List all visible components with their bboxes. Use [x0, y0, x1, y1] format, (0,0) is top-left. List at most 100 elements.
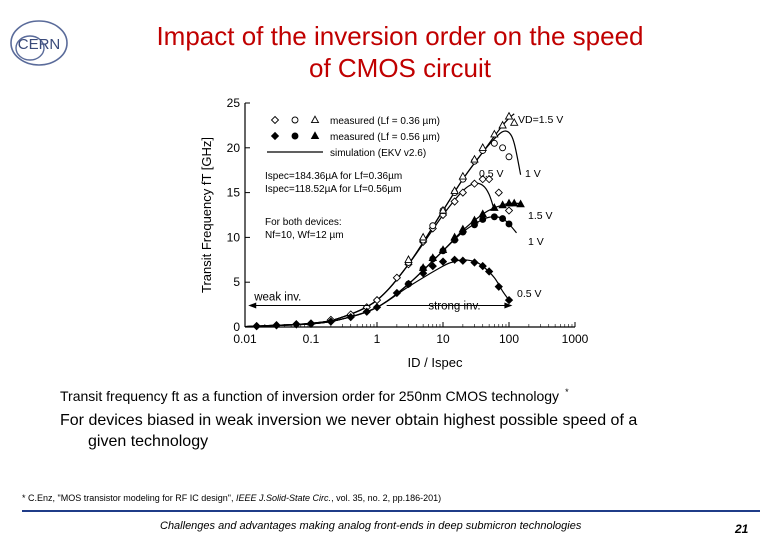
caption-footnote-mark: * — [565, 387, 569, 397]
marker-056-diamond — [478, 261, 487, 271]
legend-symbol-filled-triangle — [310, 131, 320, 140]
marker-036-triangle — [418, 232, 428, 241]
strong-inv-arrowhead — [504, 302, 513, 309]
legend-entry-036: measured (Lf = 0.36 µm) — [330, 116, 440, 127]
marker-036-triangle — [470, 154, 479, 163]
y-axis-label: Transit Frequency fT [GHz] — [199, 137, 214, 293]
weak-inv-label: weak inv. — [253, 291, 301, 303]
marker-056-diamond — [392, 288, 402, 298]
reference-authors-title: C.Enz, "MOS transistor modeling for RF I… — [28, 493, 234, 503]
marker-056-diamond — [428, 261, 437, 271]
marker-056-triangle — [450, 232, 459, 241]
marker-056-circle — [405, 280, 412, 288]
caption-text: Transit frequency ft as a function of in… — [60, 388, 560, 404]
cern-logo: CERN — [10, 20, 68, 66]
marker-056-triangle — [509, 198, 519, 207]
marker-056-diamond — [306, 319, 316, 329]
legend-symbol-filled-circle — [291, 132, 299, 140]
marker-036-circle — [499, 144, 507, 152]
chart-note: For both devices: — [265, 217, 342, 228]
marker-056-diamond — [326, 317, 336, 326]
marker-036-diamond — [478, 175, 487, 184]
marker-056-diamond — [458, 256, 468, 265]
strong-inv-label: strong inv. — [428, 300, 480, 312]
marker-036-diamond — [392, 273, 402, 282]
marker-056-triangle — [478, 209, 487, 218]
marker-056-triangle — [498, 200, 507, 209]
marker-056-circle — [499, 215, 507, 223]
chart-caption: Transit frequency ft as a function of in… — [60, 387, 569, 404]
x-tick-label: 10 — [436, 332, 450, 346]
marker-036-triangle — [458, 171, 468, 180]
reference-mark: * — [22, 493, 26, 503]
legend-entry-056: measured (Lf = 0.56 µm) — [330, 132, 440, 143]
marker-056-triangle — [470, 215, 479, 224]
marker-036-diamond — [494, 188, 503, 197]
footer-text: Challenges and advantages making analog … — [160, 520, 582, 532]
marker-056-triangle — [438, 245, 448, 253]
marker-056-circle — [490, 213, 498, 221]
y-tick-label: 10 — [227, 230, 241, 244]
marker-056-diamond — [272, 321, 281, 330]
label-1v-056: 1 V — [528, 236, 544, 248]
x-tick-label: 100 — [499, 332, 519, 346]
marker-056-diamond — [372, 303, 382, 312]
label-0p5v-056: 0.5 V — [517, 288, 542, 300]
y-tick-label: 25 — [227, 96, 241, 110]
marker-056-diamond — [450, 255, 459, 264]
y-tick-label: 0 — [233, 320, 240, 334]
marker-056-diamond — [362, 307, 371, 316]
marker-036-triangle — [509, 117, 519, 126]
marker-056-diamond — [252, 321, 261, 331]
y-tick-label: 20 — [227, 141, 241, 155]
marker-056-diamond — [346, 313, 355, 322]
reference: * C.Enz, "MOS transistor modeling for RF… — [22, 493, 441, 503]
marker-056-triangle — [490, 203, 499, 211]
label-1p5v-056: 1.5 V — [528, 210, 553, 222]
label-1v-036: 1 V — [525, 168, 541, 180]
marker-056-triangle — [516, 199, 525, 208]
marker-056-circle — [479, 216, 487, 223]
transit-frequency-chart: 0.01 0.1 1 10 100 1000 0 5 10 15 20 25 ID / Ispec Tra… — [199, 96, 589, 370]
legend-symbol-open-circle — [291, 116, 299, 124]
marker-056-diamond — [470, 258, 479, 267]
marker-036-triangle — [490, 129, 499, 138]
x-tick-label: 1 — [374, 332, 381, 346]
marker-056-circle — [505, 220, 513, 228]
legend-symbol-open-diamond — [270, 115, 280, 125]
x-tick-label: 0.01 — [233, 332, 257, 346]
y-tick-label: 15 — [227, 186, 241, 200]
marker-036-triangle — [438, 205, 448, 214]
marker-036-circle — [429, 222, 437, 230]
marker-036-diamond — [484, 175, 494, 184]
marker-056-diamond — [484, 267, 494, 276]
page-number: 21 — [735, 522, 749, 536]
chart-labels: Ispec=184.36µA for Lf=0.36µm Ispec=118.52… — [248, 114, 563, 312]
legend-symbol-open-triangle — [310, 115, 320, 124]
chart-axes: 0.01 0.1 1 10 100 1000 0 5 10 15 20 25 ID / Ispec Tra… — [199, 96, 589, 370]
chart-note: Ispec=184.36µA for Lf=0.36µm — [265, 171, 402, 182]
reference-details: , vol. 35, no. 2, pp.186-201) — [331, 493, 442, 503]
title-line-2: of CMOS circuit — [308, 53, 492, 83]
marker-056-triangle — [504, 198, 514, 207]
chart-markers — [252, 111, 525, 331]
footer-divider — [22, 510, 760, 512]
chart-note: Nf=10, Wf=12 µm — [265, 230, 344, 241]
marker-036-triangle — [450, 186, 459, 194]
y-tick-label: 5 — [233, 275, 240, 289]
x-tick-label: 0.1 — [303, 332, 320, 346]
marker-056-diamond — [292, 320, 301, 329]
cern-logo-text: CERN — [18, 36, 61, 53]
legend-symbol-filled-diamond — [270, 131, 280, 141]
marker-056-diamond — [504, 295, 514, 305]
marker-036-triangle — [404, 255, 413, 263]
marker-056-diamond — [494, 282, 503, 291]
slide-title: Impact of the inversion order on the spe… — [90, 20, 710, 84]
marker-036-circle — [490, 139, 498, 147]
chart-note: Ispec=118.52µA for Lf=0.56µm — [265, 184, 401, 195]
statement-line-2: given technology — [88, 433, 209, 450]
marker-036-circle — [505, 153, 513, 161]
chart-legend: measured (Lf = 0.36 µm) measured (Lf = 0.… — [267, 116, 440, 159]
marker-056-triangle — [428, 253, 438, 262]
marker-036-triangle — [498, 120, 507, 129]
